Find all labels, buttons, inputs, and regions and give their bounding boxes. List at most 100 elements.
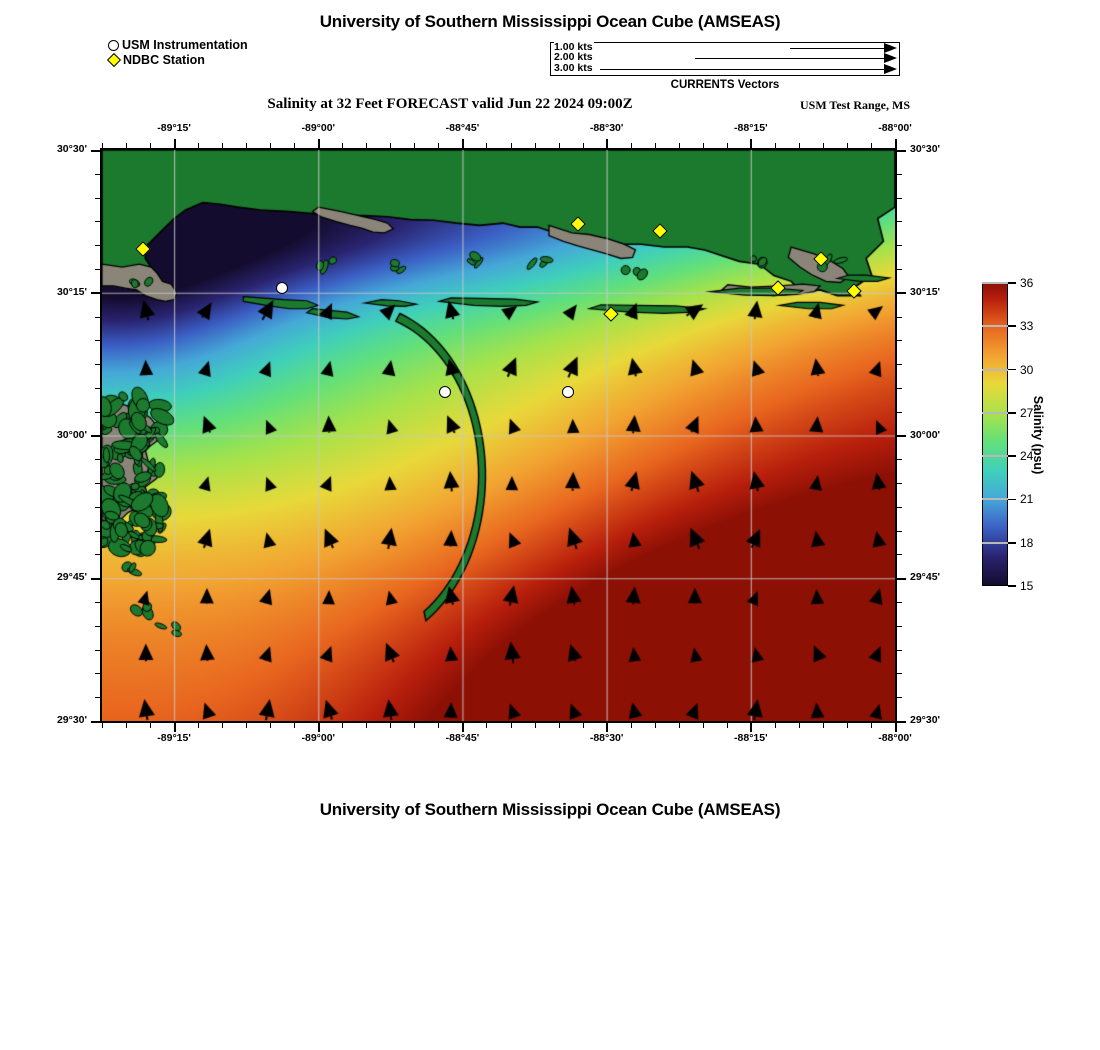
lat-major-tick xyxy=(896,720,906,723)
currents-vector-key: 1.00 kts 2.00 kts 3.00 kts xyxy=(550,42,900,76)
usm-instrumentation-marker-2[interactable] xyxy=(439,386,451,398)
lon-minor-tick xyxy=(294,143,296,149)
lon-minor-tick xyxy=(222,722,224,728)
lat-minor-tick xyxy=(95,221,101,223)
circle-icon xyxy=(108,39,119,51)
lon-minor-tick xyxy=(270,143,272,149)
lon-minor-tick xyxy=(726,143,728,149)
lon-minor-tick xyxy=(270,722,272,728)
colorbar-tick xyxy=(1008,541,1016,544)
lon-minor-tick xyxy=(438,722,440,728)
lon-axis-label-bottom: -88°30' xyxy=(589,732,624,744)
colorbar-tick-label: 33 xyxy=(1020,319,1034,334)
lon-minor-tick xyxy=(414,143,416,149)
lat-axis-label-left: 30°00' xyxy=(56,428,87,441)
lat-major-tick xyxy=(91,435,101,437)
diamond-icon xyxy=(106,52,122,68)
lon-minor-tick xyxy=(486,722,488,728)
lon-major-tick xyxy=(606,722,609,732)
map-raster xyxy=(102,150,895,721)
lon-minor-tick xyxy=(126,143,128,149)
lon-minor-tick xyxy=(366,143,368,149)
lon-minor-tick xyxy=(702,143,704,149)
colorbar-title: Salinity (psu) xyxy=(1031,395,1045,475)
colorbar-tick xyxy=(1008,412,1016,414)
lon-major-tick xyxy=(606,139,609,149)
lat-minor-tick xyxy=(95,340,101,342)
lat-minor-tick xyxy=(95,459,101,461)
currents-key-shaft-3 xyxy=(600,68,885,70)
lat-minor-tick xyxy=(95,506,101,508)
lon-axis-label-top: -89°00' xyxy=(301,122,336,134)
lat-major-tick xyxy=(91,577,101,580)
lat-minor-tick xyxy=(95,530,101,532)
lon-minor-tick xyxy=(774,722,776,728)
lat-minor-tick xyxy=(95,364,101,366)
lon-minor-tick xyxy=(582,143,584,149)
lon-minor-tick xyxy=(390,722,392,728)
lon-minor-tick xyxy=(222,143,224,149)
lat-minor-tick xyxy=(95,316,101,318)
lon-axis-label-top: -88°30' xyxy=(589,122,624,134)
lat-minor-tick xyxy=(95,268,101,270)
colorbar-segment-divider xyxy=(982,411,1008,414)
lat-minor-tick xyxy=(95,673,101,675)
lon-minor-tick xyxy=(558,143,560,149)
lat-minor-tick xyxy=(896,173,902,175)
lat-minor-tick xyxy=(896,268,902,270)
lon-minor-tick xyxy=(150,722,152,728)
lon-axis-label-top: -88°45' xyxy=(445,122,480,134)
lon-minor-tick xyxy=(726,722,728,728)
lon-minor-tick xyxy=(702,722,704,728)
lon-minor-tick xyxy=(822,722,824,728)
colorbar-segment-divider xyxy=(982,541,1008,544)
usm-instrumentation-marker-3[interactable] xyxy=(562,386,574,398)
lat-major-tick xyxy=(896,435,906,437)
lon-major-tick xyxy=(173,139,176,149)
lon-minor-tick xyxy=(870,143,872,149)
lon-minor-tick xyxy=(798,143,800,149)
lat-minor-tick xyxy=(95,625,101,627)
lat-minor-tick xyxy=(896,411,902,413)
lon-minor-tick xyxy=(102,722,103,728)
salinity-map[interactable] xyxy=(100,148,897,723)
lat-minor-tick xyxy=(95,697,101,699)
colorbar-segment-divider xyxy=(982,455,1008,458)
colorbar-tick xyxy=(1008,325,1016,328)
lon-major-tick xyxy=(750,722,753,732)
lon-minor-tick xyxy=(774,143,776,149)
lat-minor-tick xyxy=(896,245,902,247)
colorbar: 15 18 21 24 27 30 33 36 xyxy=(982,276,1033,593)
lat-minor-tick xyxy=(95,387,101,389)
colorbar-tick-label: 15 xyxy=(1020,579,1034,593)
colorbar-tick-label: 27 xyxy=(1020,405,1034,420)
lat-axis-label-right: 30°15' xyxy=(910,285,941,298)
lon-minor-tick xyxy=(486,143,488,149)
lon-minor-tick xyxy=(342,143,344,149)
lat-minor-tick xyxy=(896,506,902,508)
lat-minor-tick xyxy=(896,387,902,389)
colorbar-tick xyxy=(1008,585,1016,587)
usm-instrumentation-marker-1[interactable] xyxy=(276,282,288,294)
lat-axis-label-right: 30°30' xyxy=(910,143,941,155)
lon-minor-tick xyxy=(654,722,656,728)
lat-major-tick xyxy=(896,292,906,295)
lon-axis-label-bottom: -88°45' xyxy=(445,732,480,744)
currents-key-row-2: 2.00 kts xyxy=(551,52,899,64)
lon-minor-tick xyxy=(126,722,128,728)
colorbar-tick-label: 24 xyxy=(1020,449,1034,464)
lat-axis-label-right: 29°30' xyxy=(910,714,941,726)
lat-minor-tick xyxy=(896,364,902,366)
lon-major-tick xyxy=(894,722,897,732)
lon-minor-tick xyxy=(198,722,200,728)
lon-axis-label-bottom: -88°15' xyxy=(734,732,768,744)
currents-key-row-3: 3.00 kts xyxy=(551,61,899,74)
currents-key-label-3: 3.00 kts xyxy=(554,61,594,74)
lon-minor-tick xyxy=(654,143,656,149)
lat-minor-tick xyxy=(95,411,101,413)
lat-axis-label-left: 30°30' xyxy=(56,143,87,155)
arrow-head-icon xyxy=(884,63,897,74)
lon-minor-tick xyxy=(630,722,632,728)
lat-axis-label-left: 29°45' xyxy=(56,571,87,584)
marker-legend: USM Instrumentation NDBC Station xyxy=(106,38,248,68)
